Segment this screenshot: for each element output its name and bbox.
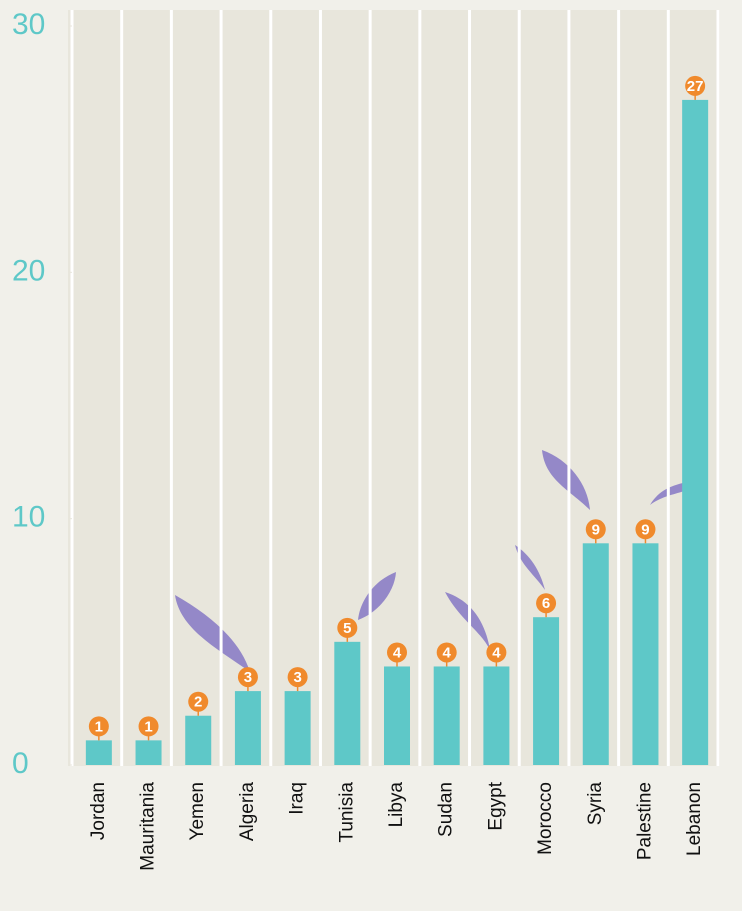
x-tick-label: Libya xyxy=(386,782,407,828)
bar xyxy=(334,641,361,765)
value-badge xyxy=(486,642,507,663)
value-badge xyxy=(585,519,606,540)
value-label: 9 xyxy=(592,521,600,538)
value-badge xyxy=(685,75,706,96)
y-tick-label: 0 xyxy=(12,747,29,780)
value-label: 27 xyxy=(687,78,704,95)
x-tick-label: Tunisia xyxy=(336,782,357,843)
bar xyxy=(483,666,510,765)
value-label: 1 xyxy=(144,718,152,735)
bar xyxy=(433,666,460,765)
decorative-leaves xyxy=(175,450,708,672)
value-badge xyxy=(287,667,308,688)
bar xyxy=(85,740,112,765)
bar xyxy=(234,691,261,765)
bar xyxy=(533,617,560,765)
x-tick-label: Syria xyxy=(585,782,606,826)
y-tick-label: 20 xyxy=(12,254,45,287)
x-tick-label: Palestine xyxy=(634,782,655,860)
value-badge xyxy=(237,667,258,688)
x-tick-label: Morocco xyxy=(535,782,556,855)
bar xyxy=(185,715,212,765)
value-badge xyxy=(436,642,457,663)
bar xyxy=(384,666,410,765)
value-badge xyxy=(387,642,407,663)
x-tick-label: Algeria xyxy=(237,782,258,842)
bar xyxy=(682,99,709,765)
x-tick-label: Yemen xyxy=(187,782,208,840)
value-label: 2 xyxy=(194,694,202,711)
value-label: 4 xyxy=(492,644,501,661)
y-tick-label: 10 xyxy=(12,501,45,534)
bar xyxy=(582,543,609,765)
x-tick-label: Sudan xyxy=(436,782,457,837)
y-tick-label: 30 xyxy=(12,8,45,41)
value-label: 4 xyxy=(443,644,452,661)
bar xyxy=(284,691,311,765)
x-tick-label: Lebanon xyxy=(684,782,705,856)
value-label: 5 xyxy=(343,620,351,637)
value-badge xyxy=(88,716,109,737)
value-badge xyxy=(188,691,209,712)
bar xyxy=(135,740,162,765)
plot-area xyxy=(68,10,720,766)
value-label: 4 xyxy=(393,644,402,661)
x-tick-label: Iraq xyxy=(287,782,308,815)
value-label: 3 xyxy=(293,669,301,686)
value-label: 3 xyxy=(244,669,252,686)
value-badge xyxy=(337,617,358,638)
value-badge xyxy=(536,593,557,614)
value-label: 6 xyxy=(542,595,550,612)
x-tick-label: Jordan xyxy=(88,782,109,840)
x-tick-label: Mauritania xyxy=(138,782,159,871)
value-label: 9 xyxy=(641,521,649,538)
value-badge xyxy=(635,519,656,540)
value-badge xyxy=(138,716,159,737)
value-label: 1 xyxy=(95,718,103,735)
bar xyxy=(632,543,659,765)
x-tick-label: Egypt xyxy=(485,781,506,830)
